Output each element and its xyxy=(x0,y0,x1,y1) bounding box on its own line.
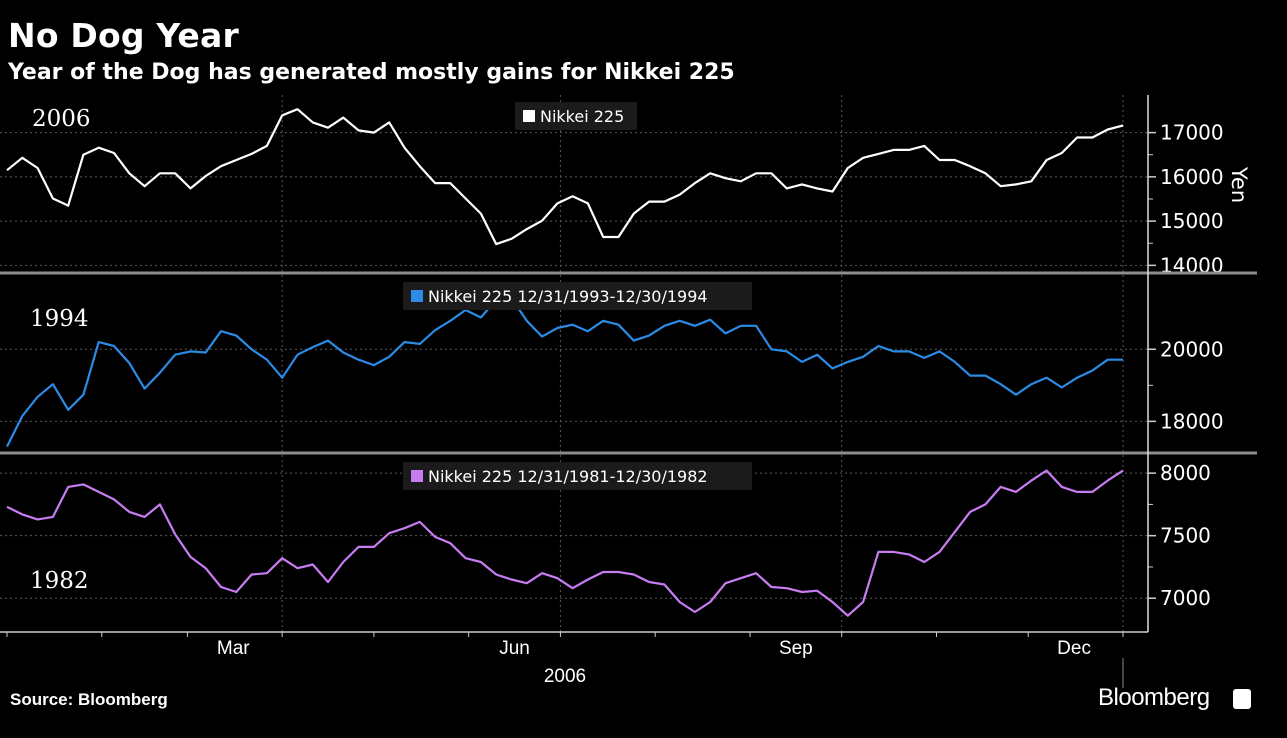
x-tick-label: Mar xyxy=(217,638,250,659)
panel-year-label: 1982 xyxy=(30,568,89,594)
x-tick-label: Jun xyxy=(499,638,530,659)
y-tick-label: 7500 xyxy=(1160,524,1211,548)
chart-title: No Dog Year xyxy=(8,16,239,55)
panel-year-label: 2006 xyxy=(32,106,91,132)
bloomberg-chart-icon xyxy=(1233,689,1251,709)
source-note: Source: Bloomberg xyxy=(10,690,168,709)
x-axis-year-label: 2006 xyxy=(544,666,586,687)
x-tick-label: Sep xyxy=(779,638,813,659)
y-tick-label: 7000 xyxy=(1160,586,1211,610)
y-tick-label: 16000 xyxy=(1160,165,1224,189)
y-tick-label: 20000 xyxy=(1160,337,1224,361)
legend-swatch xyxy=(411,470,423,482)
y-tick-label: 8000 xyxy=(1160,461,1211,485)
legend-box xyxy=(515,102,637,130)
legend-label: Nikkei 225 xyxy=(540,107,624,126)
legend-box xyxy=(403,282,752,310)
bloomberg-logo: Bloomberg xyxy=(1098,684,1210,711)
legend-box xyxy=(403,462,752,490)
y-tick-label: 17000 xyxy=(1160,121,1224,145)
chart-subtitle: Year of the Dog has generated mostly gai… xyxy=(8,60,735,85)
y-tick-label: 15000 xyxy=(1160,209,1224,233)
legend-swatch xyxy=(411,290,423,302)
legend-label: Nikkei 225 12/31/1993-12/30/1994 xyxy=(428,287,708,306)
series-line-1982 xyxy=(6,469,1124,617)
y-tick-label: 18000 xyxy=(1160,409,1224,433)
panel-year-label: 1994 xyxy=(30,306,89,332)
series-line-1994 xyxy=(6,297,1123,448)
y-axis-label: Yen xyxy=(1227,166,1251,203)
x-tick-label: Dec xyxy=(1057,638,1091,659)
series-line-2006 xyxy=(6,108,1124,246)
legend-label: Nikkei 225 12/31/1981-12/30/1982 xyxy=(428,467,708,486)
legend-swatch xyxy=(523,110,535,122)
